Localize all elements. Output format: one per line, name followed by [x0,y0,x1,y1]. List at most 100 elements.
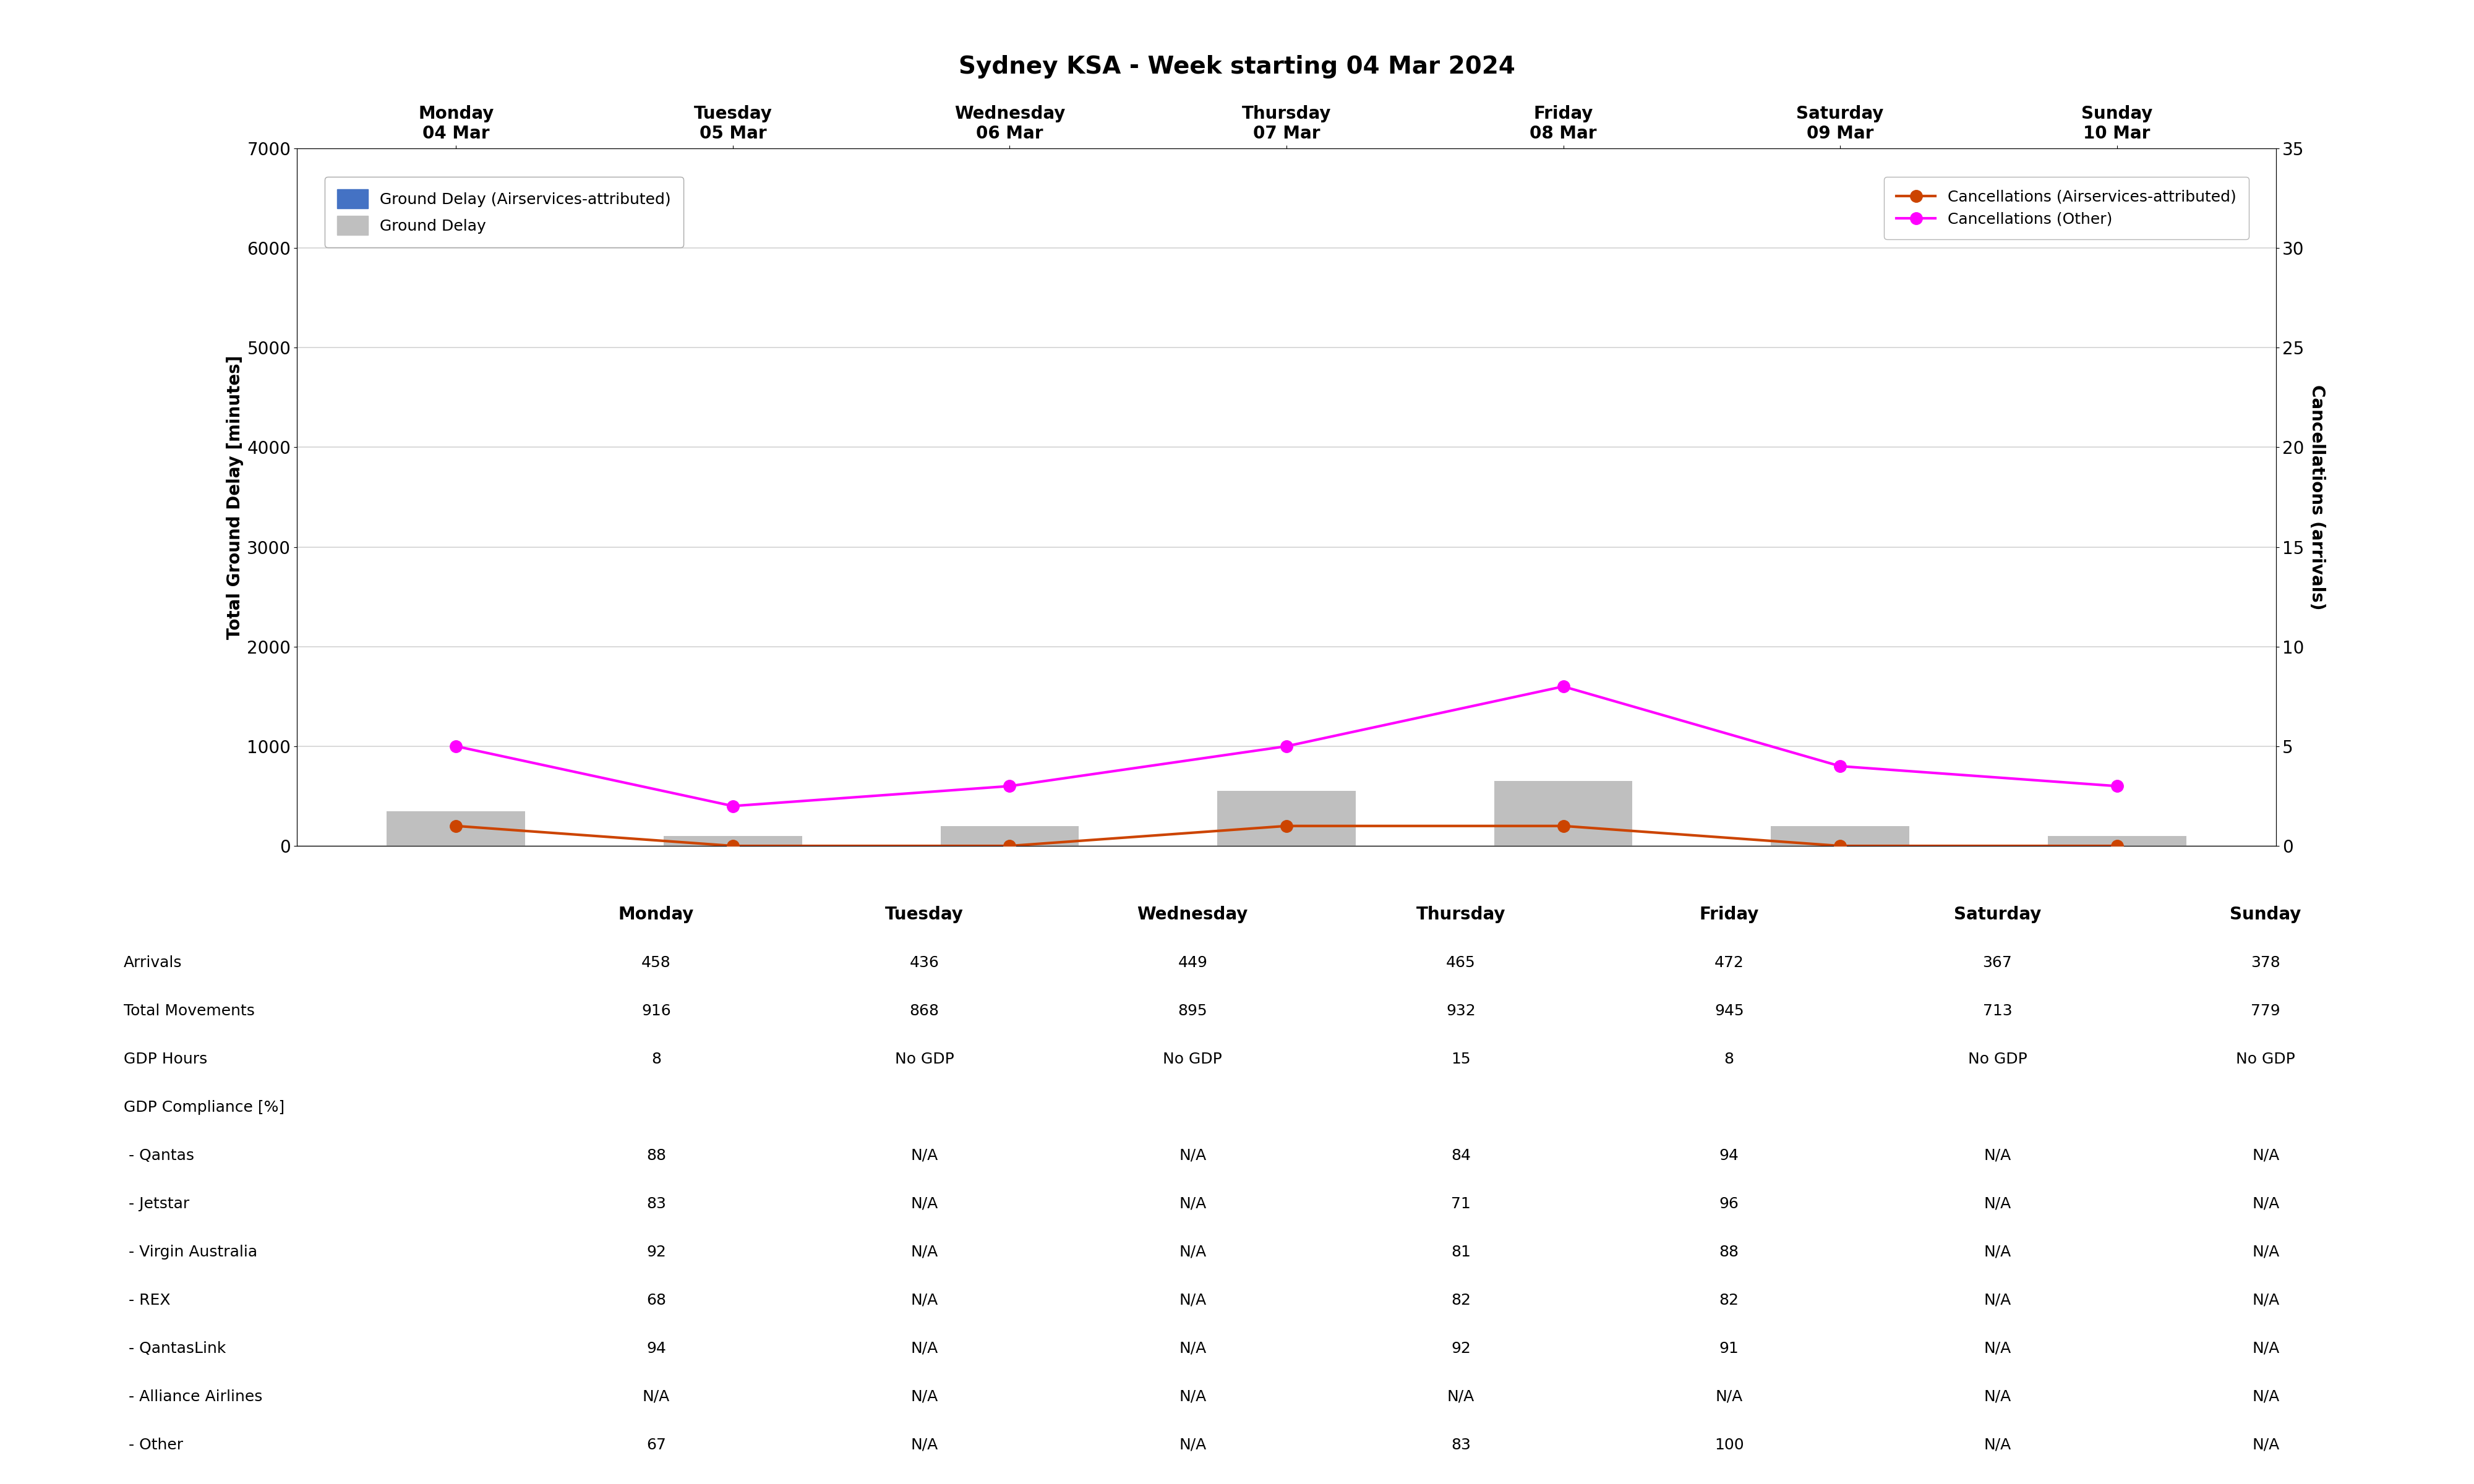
Text: N/A: N/A [910,1438,938,1453]
Text: 92: 92 [646,1245,666,1260]
Bar [2048,835,2187,846]
Text: Total Movements: Total Movements [124,1003,255,1018]
Text: N/A: N/A [2251,1438,2279,1453]
Text: 367: 367 [1982,956,2011,971]
Text: 100: 100 [1714,1438,1744,1453]
Y-axis label: Total Ground Delay [minutes]: Total Ground Delay [minutes] [225,355,242,640]
Text: N/A: N/A [2251,1245,2279,1260]
Cancellations (Airservices-attributed) [1826,837,1856,855]
Cancellations (Airservices-attributed) [1549,818,1578,835]
Bar [940,827,1079,846]
Text: N/A: N/A [1180,1438,1207,1453]
Bar [1771,827,1910,846]
Text: 8: 8 [1724,1052,1734,1067]
Text: N/A: N/A [1984,1245,2011,1260]
Text: Wednesday: Wednesday [1138,905,1247,923]
Bar [1217,791,1356,846]
Cancellations (Other) [2103,778,2133,795]
Text: N/A: N/A [1714,1389,1742,1404]
Text: - REX: - REX [124,1293,171,1307]
Text: 82: 82 [1719,1293,1739,1307]
Text: 436: 436 [910,956,940,971]
Text: Thursday: Thursday [1415,905,1507,923]
Text: N/A: N/A [2251,1293,2279,1307]
Text: N/A: N/A [2251,1342,2279,1356]
Text: 895: 895 [1178,1003,1207,1018]
Text: N/A: N/A [1984,1438,2011,1453]
Text: N/A: N/A [1984,1149,2011,1163]
Text: - Jetstar: - Jetstar [124,1196,190,1211]
Cancellations (Other) [440,738,470,755]
Bar [1494,781,1633,846]
Text: No GDP: No GDP [1163,1052,1222,1067]
Text: - Alliance Airlines: - Alliance Airlines [124,1389,262,1404]
Text: N/A: N/A [643,1389,670,1404]
Text: 458: 458 [641,956,670,971]
Text: N/A: N/A [910,1293,938,1307]
Cancellations (Other) [1549,678,1578,696]
Text: 83: 83 [1452,1438,1470,1453]
Text: N/A: N/A [1984,1196,2011,1211]
Text: Saturday: Saturday [1954,905,2041,923]
Legend: Ground Delay (Airservices-attributed), Ground Delay: Ground Delay (Airservices-attributed), G… [324,177,683,248]
Text: N/A: N/A [1447,1389,1475,1404]
Text: N/A: N/A [2251,1389,2279,1404]
Text: N/A: N/A [1180,1149,1207,1163]
Text: 67: 67 [646,1438,666,1453]
Text: 81: 81 [1452,1245,1470,1260]
Text: 472: 472 [1714,956,1744,971]
Text: 71: 71 [1452,1196,1470,1211]
Text: 916: 916 [641,1003,670,1018]
Text: N/A: N/A [1180,1245,1207,1260]
Text: N/A: N/A [910,1196,938,1211]
Text: GDP Compliance [%]: GDP Compliance [%] [124,1100,285,1114]
Text: 88: 88 [1719,1245,1739,1260]
Text: Friday: Friday [1700,905,1759,923]
Text: N/A: N/A [910,1245,938,1260]
Text: 96: 96 [1719,1196,1739,1211]
Text: N/A: N/A [910,1389,938,1404]
Text: 779: 779 [2251,1003,2281,1018]
Line: Cancellations (Airservices-attributed): Cancellations (Airservices-attributed) [450,821,2123,852]
Text: 378: 378 [2251,956,2281,971]
Text: N/A: N/A [910,1342,938,1356]
Text: Monday: Monday [618,905,695,923]
Text: 932: 932 [1447,1003,1475,1018]
Bar [663,835,802,846]
Text: 945: 945 [1714,1003,1744,1018]
Text: GDP Hours: GDP Hours [124,1052,208,1067]
Text: N/A: N/A [1984,1389,2011,1404]
Text: 91: 91 [1719,1342,1739,1356]
Text: 713: 713 [1982,1003,2011,1018]
Cancellations (Airservices-attributed) [995,837,1024,855]
Text: N/A: N/A [1984,1342,2011,1356]
Text: - QantasLink: - QantasLink [124,1342,225,1356]
Y-axis label: Cancellations (arrivals): Cancellations (arrivals) [2308,384,2326,610]
Text: 82: 82 [1450,1293,1470,1307]
Cancellations (Airservices-attributed) [717,837,747,855]
Text: Tuesday: Tuesday [886,905,965,923]
Cancellations (Airservices-attributed) [1272,818,1301,835]
Cancellations (Airservices-attributed) [440,818,470,835]
Text: N/A: N/A [1180,1293,1207,1307]
Text: 449: 449 [1178,956,1207,971]
Text: N/A: N/A [2251,1196,2279,1211]
Text: - Virgin Australia: - Virgin Australia [124,1245,257,1260]
Text: 92: 92 [1452,1342,1470,1356]
Text: N/A: N/A [2251,1149,2279,1163]
Text: Sydney KSA - Week starting 04 Mar 2024: Sydney KSA - Week starting 04 Mar 2024 [960,55,1514,79]
Text: - Other: - Other [124,1438,183,1453]
Text: 15: 15 [1452,1052,1470,1067]
Cancellations (Other) [717,797,747,815]
Text: - Qantas: - Qantas [124,1149,193,1163]
Text: 8: 8 [651,1052,661,1067]
Text: No GDP: No GDP [1967,1052,2026,1067]
Cancellations (Airservices-attributed) [2103,837,2133,855]
Text: 94: 94 [1719,1149,1739,1163]
Cancellations (Other) [1826,757,1856,775]
Cancellations (Other) [1272,738,1301,755]
Text: 88: 88 [646,1149,666,1163]
Text: No GDP: No GDP [896,1052,955,1067]
Text: N/A: N/A [1984,1293,2011,1307]
Text: 868: 868 [910,1003,940,1018]
